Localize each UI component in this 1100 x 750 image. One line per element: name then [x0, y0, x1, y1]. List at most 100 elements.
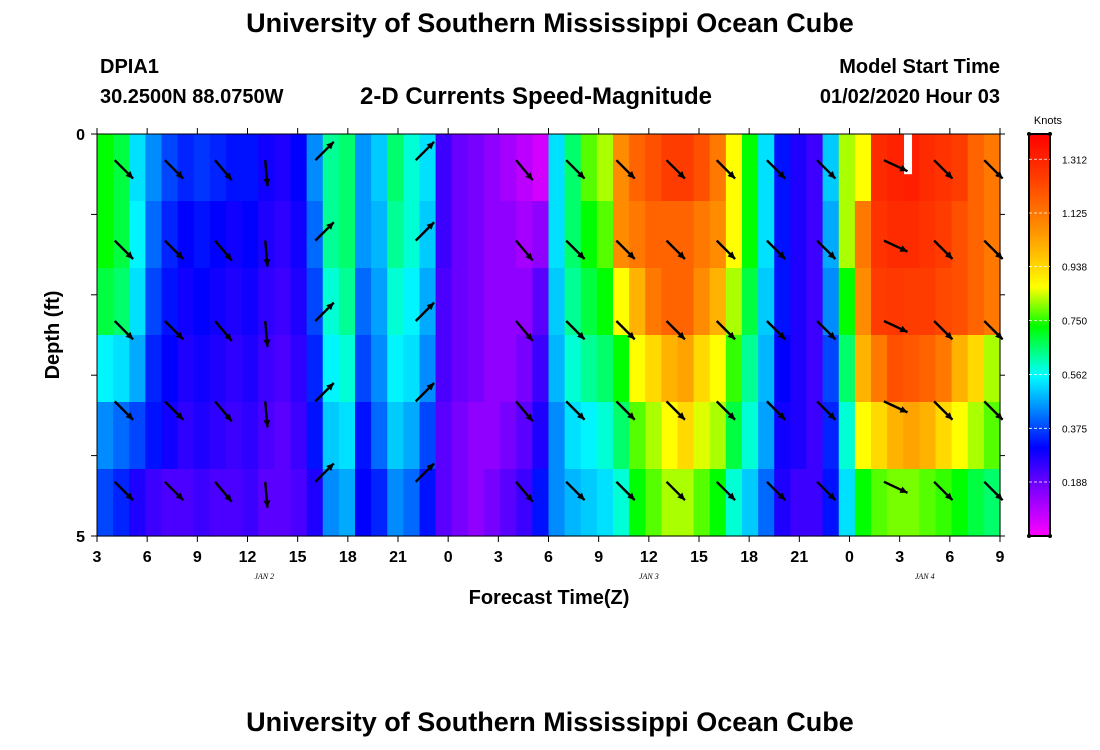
current-vector — [214, 239, 233, 262]
heatmap-cell — [758, 134, 775, 202]
heatmap-cell — [97, 335, 114, 403]
current-vector — [665, 159, 686, 180]
heatmap-cell — [822, 402, 840, 470]
heatmap-cell — [725, 201, 743, 269]
page-title: University of Southern Mississippi Ocean… — [246, 8, 854, 38]
current-vector — [766, 239, 787, 260]
heatmap-cell — [564, 335, 582, 403]
heatmap-cell — [322, 268, 340, 336]
current-vector — [414, 382, 435, 403]
heatmap-cell — [129, 335, 146, 403]
heatmap-cell — [500, 134, 517, 202]
current-vector — [816, 159, 837, 180]
colorbar-cap — [1027, 534, 1031, 538]
heatmap-cell — [145, 335, 163, 403]
heatmap-cell — [387, 402, 404, 470]
heatmap-cell — [177, 268, 195, 336]
heatmap-cell — [903, 402, 920, 470]
heatmap-cell — [371, 335, 388, 403]
heatmap-cell — [613, 402, 630, 470]
current-vector — [665, 320, 686, 341]
heatmap-cell — [419, 268, 437, 336]
heatmap-cell — [419, 201, 437, 269]
heatmap-cell — [774, 335, 791, 403]
heatmap-cell — [854, 268, 872, 336]
heatmap-cell — [758, 201, 775, 269]
heatmap-cell — [951, 201, 969, 269]
heatmap-cell — [661, 201, 679, 269]
heatmap-cell — [97, 402, 114, 470]
current-vector — [883, 400, 909, 414]
current-vector — [263, 401, 271, 428]
current-vector — [164, 480, 185, 502]
heatmap-cell — [983, 268, 1001, 336]
x-tick-label: 3 — [895, 549, 904, 566]
heatmap-cell — [742, 201, 759, 269]
x-tick-label: 3 — [494, 549, 503, 566]
heatmap-cell — [387, 469, 404, 537]
heatmap-cell — [742, 335, 759, 403]
heatmap-cell — [226, 335, 243, 403]
heatmap-cell — [516, 134, 533, 202]
heatmap-cell — [161, 469, 179, 537]
x-tick-label: 9 — [996, 549, 1005, 566]
heatmap-cell — [903, 335, 920, 403]
colorbar-gradient — [1028, 133, 1051, 537]
heatmap-cell — [177, 335, 195, 403]
heatmap-cell — [548, 402, 566, 470]
heatmap-cell — [967, 134, 985, 202]
x-tick-label: 12 — [640, 549, 658, 566]
heatmap-cell — [387, 134, 404, 202]
heatmap-cell — [242, 268, 259, 336]
heatmap-cell — [500, 335, 517, 403]
current-vector — [766, 400, 787, 421]
heatmap-cell — [467, 335, 485, 403]
heatmap-cell — [451, 201, 469, 269]
heatmap-cell — [338, 469, 356, 537]
heatmap-cell — [935, 134, 953, 202]
heatmap-cell — [613, 268, 630, 336]
heatmap-cell — [419, 402, 437, 470]
heatmap-cell — [564, 268, 582, 336]
footer-title: University of Southern Mississippi Ocean… — [246, 707, 854, 737]
heatmap-cell — [355, 335, 372, 403]
current-vector — [715, 320, 736, 341]
current-vectors — [113, 140, 1004, 508]
heatmap-cell — [500, 469, 517, 537]
heatmap-cell — [484, 134, 501, 202]
heatmap-cell — [935, 402, 953, 470]
colorbar-tick-label: 0.375 — [1062, 424, 1087, 435]
heatmap-cell — [161, 201, 179, 269]
heatmap-cell — [258, 335, 275, 403]
heatmap-cell — [725, 402, 743, 470]
heatmap-cell — [403, 268, 421, 336]
heatmap-cell — [371, 469, 388, 537]
heatmap-cell — [774, 268, 791, 336]
heatmap-cell — [854, 469, 872, 537]
current-vector — [263, 240, 271, 267]
station-coordinates: 30.2500N 88.0750W — [100, 86, 284, 108]
heatmap-cell — [548, 268, 566, 336]
heatmap-cell — [371, 268, 388, 336]
heatmap-cell — [226, 469, 243, 537]
heatmap-cell — [645, 402, 662, 470]
heatmap-cell — [500, 402, 517, 470]
x-tick-label: 18 — [339, 549, 357, 566]
heatmap-cell — [951, 469, 969, 537]
heatmap-cell — [645, 201, 662, 269]
heatmap-cell — [596, 335, 614, 403]
chart-subtitle: 2-D Currents Speed-Magnitude — [360, 83, 713, 110]
current-vector — [766, 320, 787, 341]
heatmap-cell — [951, 335, 969, 403]
heatmap-cell — [129, 402, 146, 470]
heatmap-cell — [935, 469, 953, 537]
heatmap-cell — [645, 469, 662, 537]
heatmap-cell — [274, 268, 292, 336]
heatmap-cell — [742, 469, 759, 537]
heatmap-cell — [193, 268, 211, 336]
heatmap-cell — [887, 134, 904, 202]
current-vector — [615, 239, 636, 260]
heatmap-cell — [387, 201, 404, 269]
heatmap-cell — [854, 134, 872, 202]
heatmap-cell — [548, 469, 566, 537]
